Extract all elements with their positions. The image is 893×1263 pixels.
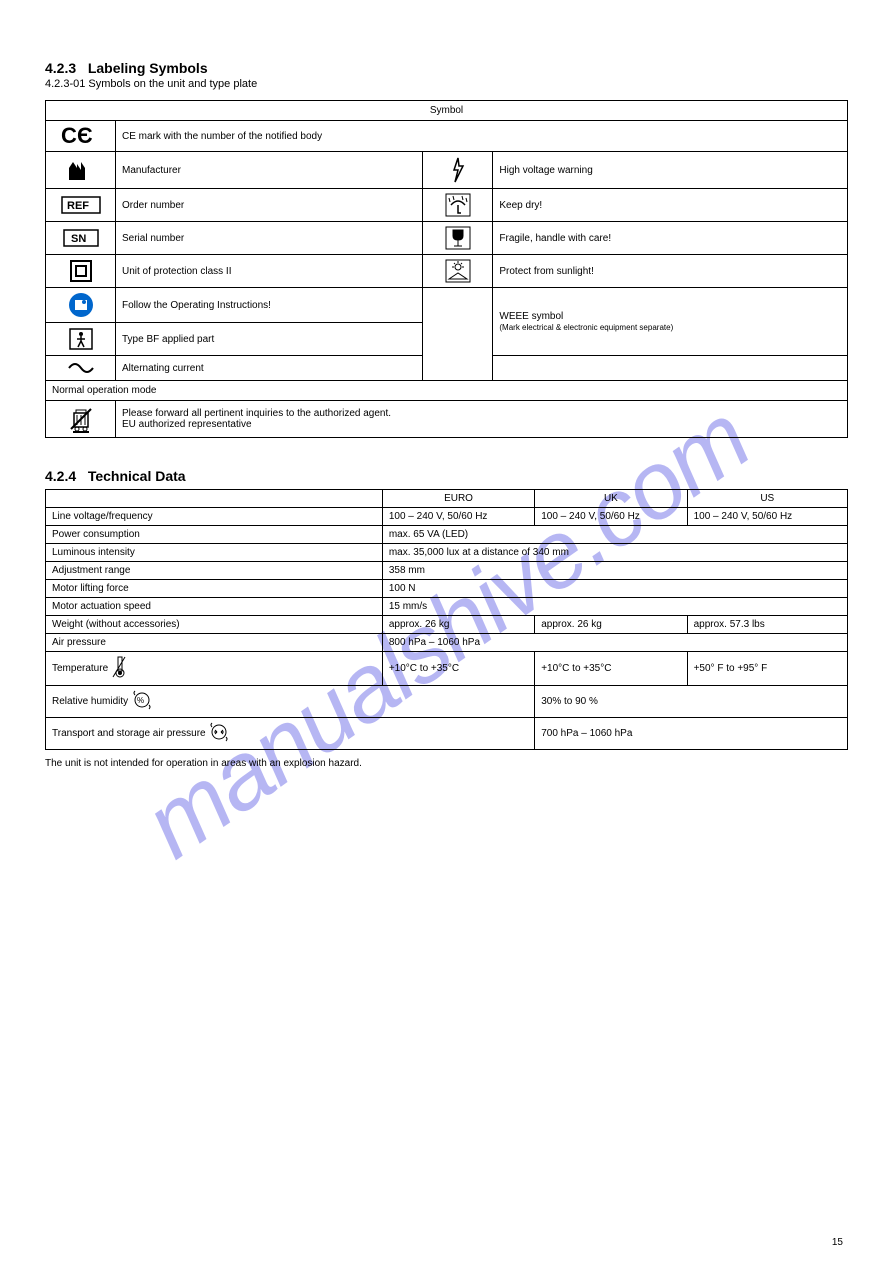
cell: Normal operation mode: [46, 381, 848, 401]
cell: Serial number: [116, 222, 423, 255]
cell: Order number: [116, 189, 423, 222]
section-1-subtitle: 4.2.3-01 Symbols on the unit and type pl…: [45, 78, 848, 90]
ce-icon: CЄ: [46, 121, 116, 152]
humidity-icon: %: [131, 689, 153, 714]
th: [46, 490, 383, 508]
temperature-icon: [111, 655, 129, 682]
page-number: 15: [832, 1237, 843, 1248]
cell: Protect from sunlight!: [493, 255, 848, 288]
section-1-heading: 4.2.3 Labeling Symbols: [45, 60, 848, 76]
svg-text:REF: REF: [67, 200, 89, 212]
th: US: [687, 490, 847, 508]
cell: Type BF applied part: [116, 323, 423, 356]
cell: High voltage warning: [493, 152, 848, 189]
type-bf-icon: [46, 323, 116, 356]
svg-text:C: C: [61, 125, 77, 147]
footer-note: The unit is not intended for operation i…: [45, 758, 848, 769]
cell: Follow the Operating Instructions!: [116, 288, 423, 323]
svg-text:Є: Є: [77, 125, 93, 147]
svg-text:SN: SN: [71, 233, 86, 245]
sn-icon: SN: [46, 222, 116, 255]
cell: Unit of protection class II: [116, 255, 423, 288]
ac-icon: [46, 356, 116, 381]
cell: Please forward all pertinent inquiries t…: [116, 401, 848, 438]
voltage-icon: [423, 152, 493, 189]
fragile-icon: [423, 222, 493, 255]
svg-text:%: %: [137, 696, 144, 705]
weee-icon: [46, 401, 116, 438]
symbols-table: Symbol CЄ CE mark with the number of the…: [45, 100, 848, 438]
cell: CE mark with the number of the notified …: [116, 121, 848, 152]
keep-dry-icon: [423, 189, 493, 222]
pressure-icon: [208, 721, 230, 746]
cell: Fragile, handle with care!: [493, 222, 848, 255]
tech-data-table: EURO UK US Line voltage/frequency100 – 2…: [45, 489, 848, 750]
th: UK: [535, 490, 687, 508]
symbols-table-header: Symbol: [46, 101, 848, 121]
th: EURO: [382, 490, 534, 508]
sunlight-icon: [423, 255, 493, 288]
class2-icon: [46, 255, 116, 288]
section-2-heading: 4.2.4 Technical Data: [45, 468, 848, 484]
follow-instructions-icon: [46, 288, 116, 323]
ref-icon: REF: [46, 189, 116, 222]
cell: Manufacturer: [116, 152, 423, 189]
cell: Alternating current: [116, 356, 423, 381]
cell: WEEE symbol(Mark electrical & electronic…: [493, 288, 848, 356]
manufacturer-icon: [46, 152, 116, 189]
cell: Keep dry!: [493, 189, 848, 222]
